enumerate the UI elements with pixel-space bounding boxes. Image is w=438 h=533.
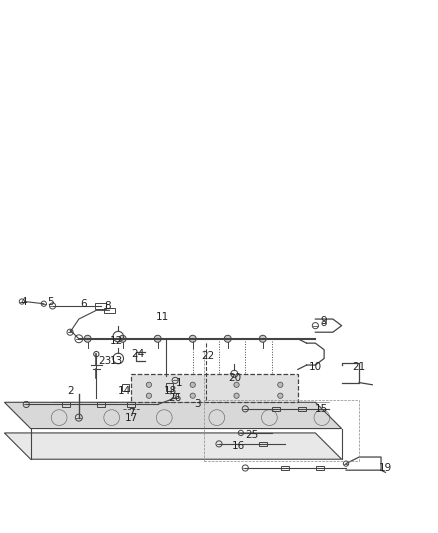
- Bar: [173, 393, 178, 398]
- Text: 23: 23: [99, 356, 112, 366]
- Circle shape: [146, 393, 152, 398]
- Circle shape: [278, 382, 283, 387]
- Circle shape: [189, 335, 196, 342]
- Text: 17: 17: [125, 413, 138, 423]
- Text: 3: 3: [194, 399, 201, 409]
- Bar: [104, 308, 115, 313]
- Polygon shape: [4, 402, 342, 429]
- Text: 4: 4: [21, 296, 28, 306]
- Text: 22: 22: [201, 351, 215, 361]
- Bar: [127, 402, 135, 407]
- Polygon shape: [4, 433, 342, 459]
- Circle shape: [278, 393, 283, 398]
- Circle shape: [190, 393, 195, 398]
- Circle shape: [224, 335, 231, 342]
- Text: 1: 1: [176, 377, 183, 387]
- Text: 19: 19: [379, 463, 392, 473]
- Bar: [166, 383, 173, 391]
- Circle shape: [234, 382, 239, 387]
- Circle shape: [234, 393, 239, 398]
- Bar: [97, 402, 105, 407]
- Text: 12: 12: [110, 336, 123, 346]
- Circle shape: [84, 335, 91, 342]
- Text: 6: 6: [80, 298, 87, 309]
- FancyBboxPatch shape: [131, 374, 298, 402]
- Bar: [62, 402, 70, 407]
- Circle shape: [259, 335, 266, 342]
- Text: 5: 5: [47, 296, 54, 306]
- Bar: [122, 384, 129, 391]
- Circle shape: [146, 382, 152, 387]
- Text: 11: 11: [155, 312, 169, 322]
- Text: 16: 16: [232, 441, 245, 451]
- Circle shape: [119, 335, 126, 342]
- Text: 15: 15: [315, 404, 328, 414]
- Text: 24: 24: [131, 349, 145, 359]
- Bar: [298, 407, 306, 411]
- Text: 7: 7: [128, 408, 135, 418]
- Text: 13: 13: [110, 356, 123, 366]
- Bar: [259, 442, 267, 446]
- Text: 8: 8: [104, 301, 111, 311]
- Bar: [272, 407, 280, 411]
- Text: 2: 2: [67, 386, 74, 397]
- Bar: [316, 466, 324, 470]
- Circle shape: [154, 335, 161, 342]
- Bar: [281, 466, 289, 470]
- Text: 18: 18: [164, 386, 177, 397]
- Text: 10: 10: [309, 362, 322, 372]
- Text: 25: 25: [245, 430, 258, 440]
- Circle shape: [190, 382, 195, 387]
- Text: 14: 14: [118, 386, 131, 397]
- Text: 21: 21: [353, 362, 366, 372]
- Text: 9: 9: [321, 316, 328, 326]
- Text: 20: 20: [228, 373, 241, 383]
- Bar: [95, 303, 106, 309]
- Text: 26: 26: [169, 393, 182, 403]
